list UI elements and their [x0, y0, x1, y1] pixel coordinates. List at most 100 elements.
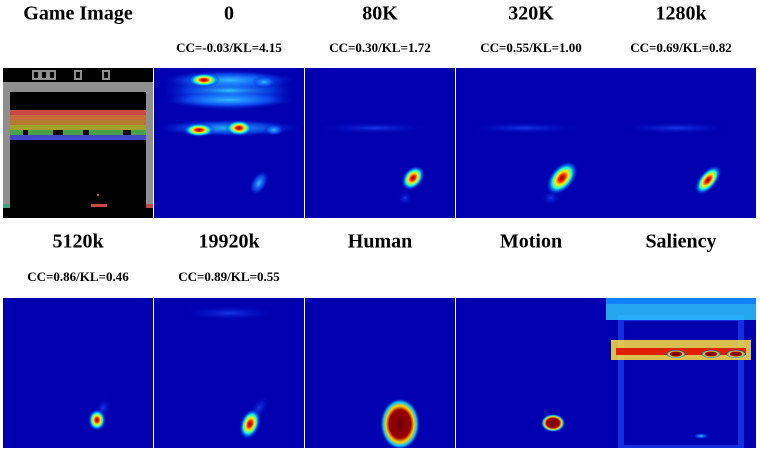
- brick-gap: [53, 130, 63, 135]
- score-digit: [102, 70, 110, 80]
- image-background: [606, 68, 756, 218]
- floor-r: [146, 204, 153, 208]
- heat-blob: [546, 160, 578, 196]
- panel-image: [305, 298, 455, 448]
- image-background: [606, 298, 756, 448]
- image-background: [154, 298, 304, 448]
- heat-blob: [541, 414, 565, 432]
- panel-caption: CC=0.55/KL=1.00: [480, 40, 582, 55]
- wall-left: [3, 82, 10, 208]
- heat-blob: [380, 398, 420, 448]
- heat-blob: [239, 408, 261, 440]
- panel-caption: CC=0.69/KL=0.82: [630, 40, 732, 55]
- heat-blob: [726, 350, 746, 358]
- panel-image: [606, 298, 756, 448]
- panel: 1280k CC=0.69/KL=0.82: [606, 3, 756, 218]
- heat-blob: [264, 124, 284, 136]
- brick-gap: [123, 130, 131, 135]
- heat-blob: [315, 122, 435, 134]
- panel-image: [3, 298, 153, 448]
- heat-blob: [701, 350, 721, 358]
- panel-image: [154, 298, 304, 448]
- brick-row: [10, 130, 146, 135]
- panel-image: [456, 298, 606, 448]
- heat-blob: [249, 170, 269, 196]
- image-background: [305, 298, 455, 448]
- panel: 19920k CC=0.89/KL=0.55: [154, 231, 304, 448]
- heat-blob: [397, 190, 413, 206]
- wall-right: [146, 82, 153, 208]
- panel-title: Human: [348, 231, 412, 253]
- panel-image: [606, 68, 756, 218]
- image-content: [606, 298, 756, 448]
- panel-title: 320K: [508, 3, 554, 25]
- image-background: [305, 68, 455, 218]
- brick-row: [10, 135, 146, 140]
- panel-image: [3, 68, 153, 218]
- panel-caption: CC=0.89/KL=0.55: [178, 269, 280, 284]
- image-background: [3, 298, 153, 448]
- heat-blob: [159, 91, 299, 109]
- score-digit: [48, 70, 56, 80]
- score-digit: [74, 70, 82, 80]
- panel: 80K CC=0.30/KL=1.72: [305, 3, 455, 218]
- image-content: [88, 396, 113, 431]
- floor-l: [3, 204, 10, 208]
- screen: [3, 68, 153, 218]
- panel-caption: CC=0.30/KL=1.72: [329, 40, 431, 55]
- brick-row: [10, 110, 146, 115]
- score-digit: [40, 70, 48, 80]
- wall: [3, 82, 153, 92]
- brick-row: [10, 115, 146, 120]
- image-background: [456, 68, 606, 218]
- heat-blob: [183, 123, 215, 137]
- heat-blob: [401, 165, 425, 191]
- panel: 320K CC=0.55/KL=1.00: [456, 3, 606, 218]
- panel-title: 80K: [362, 3, 398, 25]
- heat-blob: [466, 122, 586, 134]
- panel-title: 0: [224, 3, 234, 25]
- panel-image: [305, 68, 455, 218]
- panel: Saliency: [606, 231, 756, 448]
- panel-title: 5120k: [52, 231, 104, 253]
- image-content: [380, 398, 420, 448]
- image-content: [616, 122, 736, 195]
- heat-blob: [159, 70, 299, 90]
- panel-title: Motion: [500, 231, 562, 253]
- panel: Motion: [456, 231, 606, 448]
- panel-caption: CC=-0.03/KL=4.15: [176, 40, 282, 55]
- panel-caption: CC=0.86/KL=0.46: [27, 269, 129, 284]
- brick-row: [10, 120, 146, 125]
- panel-title: Saliency: [645, 231, 716, 253]
- image-content: [154, 68, 304, 196]
- brick-gap: [83, 130, 89, 135]
- heat-blob: [666, 350, 686, 358]
- image-content: [541, 414, 565, 432]
- image-content: [315, 122, 435, 206]
- ball: [97, 194, 99, 196]
- brick-gap: [23, 130, 28, 135]
- score-digit: [32, 70, 40, 80]
- top-band-edge: [606, 298, 756, 304]
- brick-row: [10, 125, 146, 130]
- paddle: [91, 204, 107, 207]
- heat-blob: [179, 305, 279, 321]
- panel: 0 CC=-0.03/KL=4.15: [154, 3, 304, 218]
- panel-title: Game Image: [23, 3, 133, 25]
- heat-blob: [693, 433, 709, 439]
- heat-blob: [225, 120, 253, 136]
- panel: Human: [305, 231, 455, 448]
- heat-blob: [616, 122, 736, 134]
- panel: Game Image: [3, 3, 153, 218]
- image-background: [456, 298, 606, 448]
- image-content: [179, 305, 279, 440]
- heat-blob: [252, 76, 276, 88]
- panel: 5120k CC=0.86/KL=0.46: [3, 231, 153, 448]
- panel-image: [456, 68, 606, 218]
- image-content: [466, 122, 586, 206]
- heat-blob: [188, 73, 220, 87]
- panel-title: 1280k: [655, 3, 707, 25]
- image-content: [3, 68, 153, 218]
- panel-image: [154, 68, 304, 218]
